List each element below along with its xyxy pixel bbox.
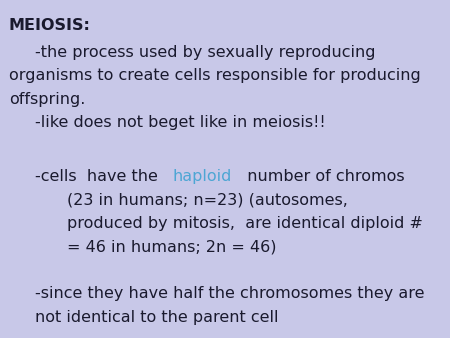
- Text: produced by mitosis,  are identical diploid #: produced by mitosis, are identical diplo…: [67, 216, 423, 231]
- Text: -since they have half the chromosomes they are: -since they have half the chromosomes th…: [35, 286, 425, 301]
- Text: offspring.: offspring.: [9, 92, 85, 107]
- Text: -cells  have the: -cells have the: [35, 169, 163, 184]
- Text: organisms to create cells responsible for producing: organisms to create cells responsible fo…: [9, 68, 421, 83]
- Text: -the process used by sexually reproducing: -the process used by sexually reproducin…: [35, 45, 376, 60]
- Text: (23 in humans; n=23) (autosomes,: (23 in humans; n=23) (autosomes,: [67, 192, 348, 208]
- Text: -like does not beget like in meiosis!!: -like does not beget like in meiosis!!: [35, 115, 326, 130]
- Text: not identical to the parent cell: not identical to the parent cell: [35, 310, 279, 325]
- Text: MEIOSIS:: MEIOSIS:: [9, 18, 91, 33]
- Text: = 46 in humans; 2n = 46): = 46 in humans; 2n = 46): [67, 239, 277, 255]
- Text: number of chromos: number of chromos: [237, 169, 404, 184]
- Text: haploid: haploid: [173, 169, 232, 184]
